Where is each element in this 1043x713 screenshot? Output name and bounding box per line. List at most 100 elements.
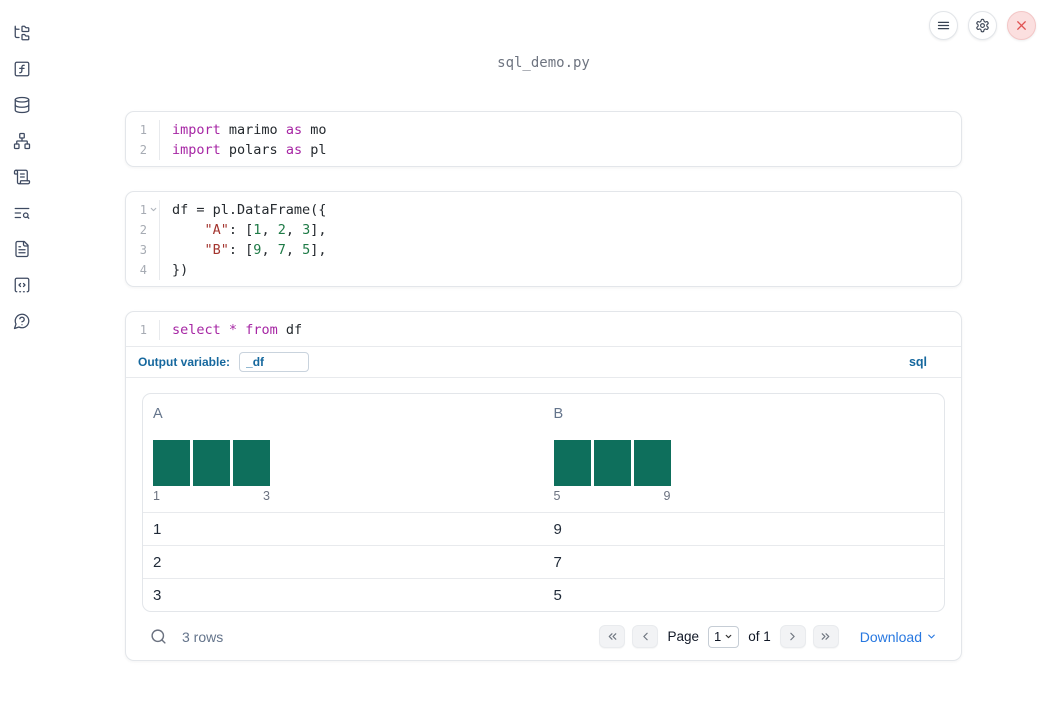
table-row[interactable]: 3 5: [143, 578, 944, 611]
gear-icon: [976, 18, 989, 33]
line-number: 1: [126, 200, 159, 220]
help-icon[interactable]: [13, 312, 31, 330]
histogram-a: [153, 440, 544, 486]
settings-button[interactable]: [968, 11, 997, 40]
histogram-bar[interactable]: [593, 440, 631, 486]
shutdown-button[interactable]: [1007, 11, 1036, 40]
cell-value: 5: [553, 586, 562, 604]
hamburger-icon: [937, 21, 950, 30]
download-label: Download: [859, 628, 922, 645]
column-label: A: [153, 406, 163, 422]
histogram-bar[interactable]: [233, 440, 270, 486]
code-editor[interactable]: 1 select * from df: [126, 312, 961, 346]
line-number: 1: [139, 323, 147, 337]
close-icon: [1017, 21, 1026, 30]
scratchpad-icon[interactable]: [13, 168, 31, 186]
download-button[interactable]: Download: [860, 629, 937, 645]
column-header-a[interactable]: A 1 3: [143, 406, 544, 512]
topbar-controls: [929, 11, 1036, 40]
code-line: import marimo as mo: [172, 122, 327, 138]
histogram-bar[interactable]: [633, 440, 671, 486]
code-cell-dataframe[interactable]: 1 2 3 4 df = pl.DataFrame({ "A": [1, 2, …: [125, 191, 962, 287]
tick-max: 9: [663, 489, 671, 503]
page-select-value: 1: [713, 629, 722, 644]
cell-value: 2: [153, 553, 162, 571]
code-editor[interactable]: 1 2 import marimo as mo import polars as…: [126, 112, 961, 166]
code-content: import marimo as mo import polars as pl: [160, 120, 961, 160]
output-variable-label: Output variable:: [138, 355, 231, 369]
notebook: sql_demo.py 1 2 import marimo as mo impo…: [125, 0, 962, 661]
code-line: "A": [1, 2, 3],: [204, 222, 327, 238]
cell-value: 3: [153, 586, 162, 604]
cell-output: A 1 3 B: [126, 377, 961, 660]
page-select[interactable]: 1: [707, 625, 740, 648]
table-row[interactable]: 2 7: [143, 545, 944, 578]
language-badge: sql: [908, 355, 927, 369]
column-header-b[interactable]: B 5 9: [544, 406, 945, 512]
code-line: "B": [9, 7, 5],: [204, 242, 327, 258]
cell-value: 7: [553, 553, 562, 571]
row-count: 3 rows: [182, 628, 224, 645]
snippets-icon[interactable]: [13, 276, 31, 294]
output-variable-row: Output variable: sql: [126, 346, 961, 377]
output-variable-input[interactable]: [239, 352, 310, 372]
cell-value: 9: [553, 520, 562, 538]
histogram-ticks: 5 9: [554, 489, 671, 512]
line-number-gutter: 1 2: [126, 120, 160, 160]
tick-max: 3: [263, 489, 270, 503]
chevrons-left-icon: [608, 633, 617, 640]
chevron-down-icon: [928, 634, 935, 639]
file-explorer-icon[interactable]: [13, 24, 31, 42]
fold-chevron-icon[interactable]: [149, 205, 158, 214]
tick-min: 5: [553, 489, 561, 503]
histogram-bar[interactable]: [153, 440, 190, 486]
first-page-button[interactable]: [599, 625, 626, 648]
dataframe-table: A 1 3 B: [142, 393, 945, 612]
next-page-button[interactable]: [779, 625, 806, 648]
code-content: select * from df: [160, 320, 961, 340]
page-total-label: of 1: [748, 629, 771, 644]
histogram-ticks: 1 3: [153, 489, 270, 512]
line-number: 4: [139, 263, 147, 277]
menu-button[interactable]: [929, 11, 958, 40]
line-number-gutter: 1: [126, 320, 160, 340]
line-number: 2: [139, 223, 147, 237]
histogram-b: [553, 440, 945, 486]
last-page-button[interactable]: [812, 625, 839, 648]
code-line: import polars as pl: [172, 142, 327, 158]
histogram-bar[interactable]: [553, 440, 591, 486]
histogram-bar[interactable]: [193, 440, 230, 486]
line-number: 3: [139, 243, 147, 257]
notebook-filename: sql_demo.py: [497, 55, 590, 71]
caret-down-icon: [725, 634, 732, 639]
line-number: 2: [139, 143, 147, 157]
code-line: }): [172, 262, 189, 278]
code-content: df = pl.DataFrame({ "A": [1, 2, 3], "B":…: [160, 200, 961, 280]
chevron-left-icon: [643, 632, 648, 641]
logs-icon[interactable]: [13, 204, 31, 222]
search-icon[interactable]: [150, 628, 168, 646]
pagination: Page 1 of 1 Download: [599, 625, 937, 648]
cell-value: 1: [153, 520, 162, 538]
table-header: A 1 3 B: [143, 394, 944, 512]
sql-cell[interactable]: 1 select * from df Output variable: sql …: [125, 311, 962, 661]
page-label: Page: [667, 629, 699, 644]
code-line: df = pl.DataFrame({: [172, 202, 327, 218]
previous-page-button[interactable]: [632, 625, 659, 648]
line-number: 1: [139, 123, 147, 137]
chevrons-right-icon: [821, 633, 830, 640]
table-footer: 3 rows Page 1 of 1: [142, 612, 945, 652]
table-row[interactable]: 1 9: [143, 512, 944, 545]
documentation-icon[interactable]: [13, 240, 31, 258]
datasources-icon[interactable]: [13, 96, 31, 114]
variables-icon[interactable]: [13, 60, 31, 78]
sidebar: [0, 0, 44, 713]
column-label: B: [553, 406, 564, 422]
tick-min: 1: [153, 489, 160, 503]
code-cell-imports[interactable]: 1 2 import marimo as mo import polars as…: [125, 111, 962, 167]
code-editor[interactable]: 1 2 3 4 df = pl.DataFrame({ "A": [1, 2, …: [126, 192, 961, 286]
chevron-right-icon: [790, 632, 795, 641]
dependency-graph-icon[interactable]: [13, 132, 31, 150]
code-line: select * from df: [172, 322, 303, 338]
line-number-gutter: 1 2 3 4: [126, 200, 160, 280]
